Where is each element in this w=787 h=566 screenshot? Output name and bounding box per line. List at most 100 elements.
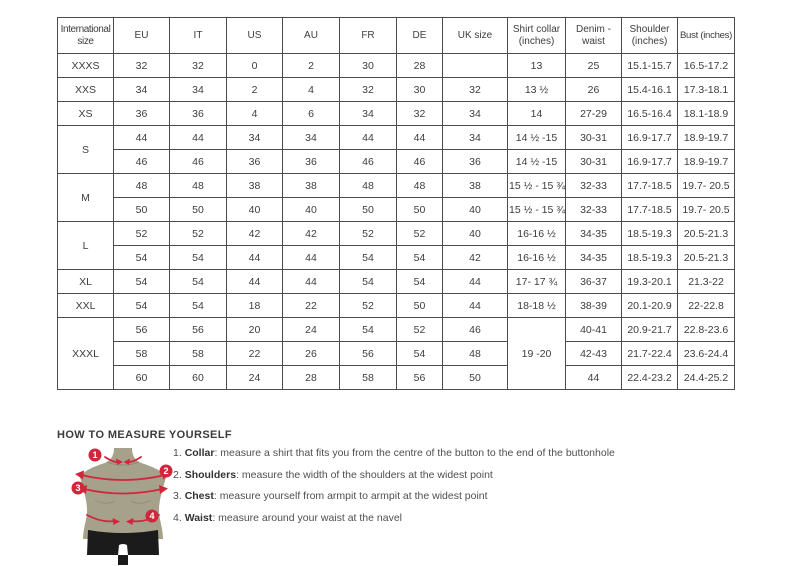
table-cell: 50	[169, 197, 227, 222]
table-cell: 44	[226, 245, 283, 270]
table-cell: 20.5-21.3	[677, 245, 735, 270]
table-cell: 36	[442, 149, 508, 174]
header-cell: Shirt collar (inches)	[507, 17, 566, 54]
waist-arrowhead-left	[112, 518, 120, 525]
table-cell: 32	[169, 53, 227, 78]
step-text: : measure a shirt that fits you from the…	[214, 447, 615, 459]
table-cell: 54	[113, 269, 170, 294]
table-cell: 58	[169, 341, 227, 366]
table-cell: 34	[226, 125, 283, 150]
table-cell: 34-35	[565, 245, 622, 270]
measure-badge-2	[159, 464, 173, 478]
table-cell: 18.5-19.3	[621, 245, 678, 270]
table-cell: 30	[339, 53, 397, 78]
table-cell: 44	[442, 293, 508, 318]
table-cell: 24	[226, 365, 283, 390]
table-cell: S	[57, 125, 114, 174]
header-cell: Denim - waist	[565, 17, 622, 54]
table-cell: 22	[226, 341, 283, 366]
table-cell: 20	[226, 317, 283, 342]
table-cell: 34	[339, 101, 397, 126]
table-row: 46 46 36 36 46 46 36 14 ½ -15 30-31 16.9-17.7 18.9…	[58, 149, 735, 174]
table-cell	[442, 53, 508, 78]
table-cell: 20.1-20.9	[621, 293, 678, 318]
table-cell: 48	[169, 173, 227, 198]
table-row: XXXS 32 32 0 2 30 28 13 25 15.1-15.7 16.5-17.2	[57, 53, 735, 78]
table-cell: 50	[442, 365, 508, 390]
table-cell: 44	[169, 125, 227, 150]
table-cell: 58	[339, 365, 397, 390]
table-cell: 38	[442, 173, 508, 198]
table-cell: 54	[396, 245, 443, 270]
step-label: Shoulders	[184, 468, 237, 481]
table-cell: 32	[396, 101, 443, 126]
table-cell: 20.9-21.7	[621, 317, 678, 342]
table-row: L 52 52 42 42 52 52 40 16-16 ½ 34-35 18.5-19.3 20.5…	[57, 221, 735, 270]
table-cell: 32	[339, 77, 397, 102]
table-cell: 34	[113, 77, 170, 102]
table-cell: M	[57, 173, 114, 222]
step-number: 1.	[173, 447, 182, 459]
table-cell: 54	[396, 269, 443, 294]
table-cell: 34	[169, 77, 227, 102]
table-cell: 28	[282, 365, 340, 390]
table-cell: 2	[282, 53, 340, 78]
table-row: 50 50 40 40 50 50 40 15 ½ - 15 ¾ 32-33 17.7-18.5 1…	[58, 197, 735, 222]
table-row: 58 58 22 26 56 54 48 42-43 21.7-22.4 23.6-24.4	[58, 341, 735, 366]
shorts-shape	[87, 530, 159, 555]
table-cell: 13	[507, 53, 566, 78]
measure-badge-2-number: 2	[163, 466, 168, 476]
table-cell: 16-16 ½	[507, 245, 566, 270]
step-number: 2.	[173, 468, 182, 481]
chest-measure-arrow	[83, 488, 163, 495]
measure-step-waist: 4. Waist: measure around your waist at t…	[173, 512, 653, 525]
table-cell: 6	[282, 101, 340, 126]
table-cell: 19.7- 20.5	[677, 173, 735, 198]
table-cell: 44	[226, 269, 283, 294]
table-cell: 38	[282, 173, 340, 198]
size-table-head-row: International size EU IT US AU FR DE UK size Shi…	[57, 17, 735, 54]
table-cell: 15 ½ - 15 ¾	[507, 173, 566, 198]
table-cell: 19.3-20.1	[621, 269, 678, 294]
table-cell: 34	[442, 125, 508, 150]
table-cell: 22.4-23.2	[621, 365, 678, 390]
table-cell: XXXS	[57, 53, 114, 78]
measure-badge-3-number: 3	[75, 483, 80, 493]
table-cell: 54	[113, 245, 170, 270]
table-cell: 42-43	[565, 341, 622, 366]
table-cell: 19.7- 20.5	[677, 197, 735, 222]
mannequin-figure: 1 2 3 4	[71, 448, 173, 565]
table-cell: 48	[442, 341, 508, 366]
table-cell: 42	[282, 221, 340, 246]
header-cell: US	[226, 17, 283, 54]
measure-instructions: 1. Collar: measure a shirt that fits you…	[173, 447, 653, 533]
header-cell: Shoulder (inches)	[621, 17, 678, 54]
measure-badge-4-number: 4	[149, 511, 154, 521]
header-cell: FR	[339, 17, 397, 54]
collar-shading	[106, 461, 140, 466]
table-cell: 38	[226, 173, 283, 198]
table-cell: 28	[396, 53, 443, 78]
table-cell: 44	[396, 125, 443, 150]
measurement-figure: 1 2 3 4	[57, 444, 189, 566]
table-cell: 14	[507, 101, 566, 126]
table-cell: 46	[169, 149, 227, 174]
table-cell: XXL	[57, 293, 114, 318]
table-cell: 17.7-18.5	[621, 173, 678, 198]
table-cell: 54	[113, 293, 170, 318]
table-cell: 16-16 ½	[507, 221, 566, 246]
table-cell: 17- 17 ¾	[507, 269, 566, 294]
header-cell: AU	[282, 17, 340, 54]
table-cell: 20.5-21.3	[677, 221, 735, 246]
table-cell: 42	[226, 221, 283, 246]
measure-step-collar: 1. Collar: measure a shirt that fits you…	[173, 447, 653, 460]
table-cell: 60	[169, 365, 227, 390]
measure-badge-4	[145, 509, 159, 523]
table-cell: 38-39	[565, 293, 622, 318]
size-table-head: International size EU IT US AU FR DE UK size Shi…	[57, 17, 735, 54]
table-cell: 54	[169, 269, 227, 294]
table-cell: 15.1-15.7	[621, 53, 678, 78]
table-cell: 34-35	[565, 221, 622, 246]
table-cell: 4	[282, 77, 340, 102]
